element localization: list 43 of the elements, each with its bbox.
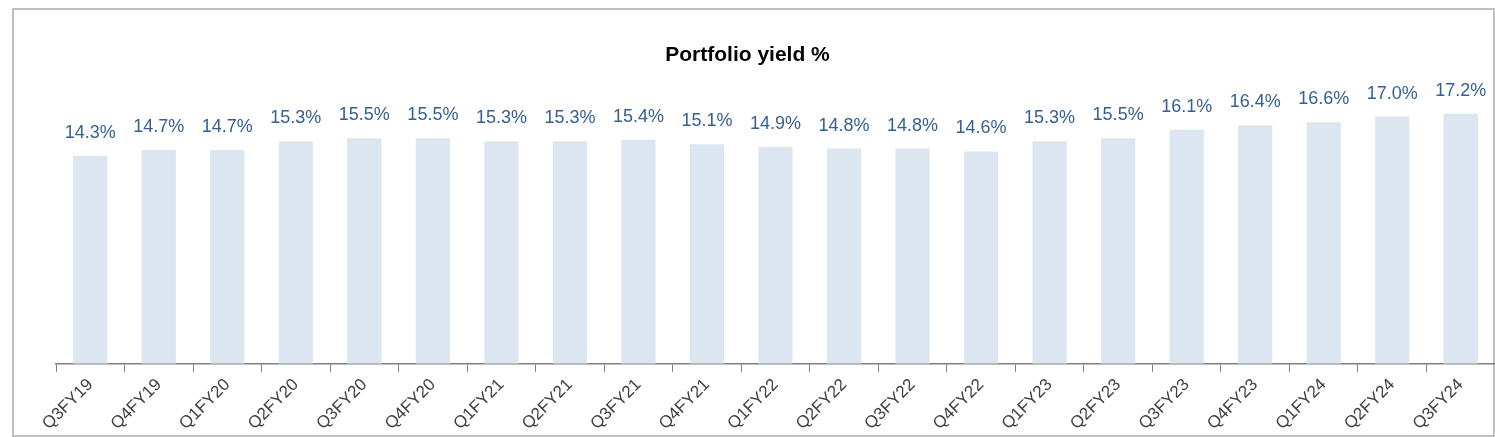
bar bbox=[826, 148, 862, 364]
data-label: 17.0% bbox=[1366, 82, 1418, 103]
bar bbox=[1306, 122, 1341, 364]
bar bbox=[73, 155, 108, 364]
bar bbox=[141, 150, 176, 364]
data-label: 14.8% bbox=[887, 114, 939, 135]
bar bbox=[210, 150, 245, 364]
bar bbox=[621, 139, 656, 364]
bar bbox=[1238, 125, 1273, 364]
bar bbox=[1375, 116, 1410, 364]
data-label: 15.5% bbox=[338, 104, 390, 125]
data-label: 17.2% bbox=[1435, 79, 1487, 100]
data-label: 16.4% bbox=[1229, 91, 1281, 112]
bar bbox=[1100, 138, 1136, 364]
data-label: 14.9% bbox=[749, 113, 802, 134]
bar bbox=[963, 151, 999, 364]
bar bbox=[484, 141, 519, 364]
data-label: 15.4% bbox=[612, 105, 664, 126]
bar bbox=[1443, 113, 1478, 364]
data-label: 15.1% bbox=[681, 110, 733, 131]
bar bbox=[278, 141, 313, 364]
bar bbox=[415, 138, 451, 364]
data-label: 16.1% bbox=[1161, 95, 1213, 116]
data-label: 14.7% bbox=[133, 115, 185, 136]
data-label: 14.6% bbox=[955, 117, 1007, 138]
data-label: 15.5% bbox=[1092, 104, 1144, 125]
bar bbox=[552, 141, 588, 364]
bar bbox=[758, 147, 793, 364]
bar bbox=[1169, 129, 1204, 364]
data-label: 16.6% bbox=[1298, 88, 1350, 109]
data-label: 15.3% bbox=[1024, 107, 1076, 128]
data-label: 15.3% bbox=[475, 107, 527, 128]
chart-title: Portfolio yield % bbox=[664, 42, 831, 66]
bar bbox=[689, 144, 725, 364]
data-label: 14.3% bbox=[64, 121, 116, 142]
bar bbox=[1032, 141, 1067, 364]
bar bbox=[895, 148, 930, 364]
data-label: 14.8% bbox=[818, 114, 870, 135]
data-label: 15.3% bbox=[270, 107, 322, 128]
data-label: 15.5% bbox=[407, 104, 459, 125]
bar bbox=[347, 138, 382, 364]
data-label: 15.3% bbox=[544, 107, 596, 128]
data-label: 14.7% bbox=[201, 115, 253, 136]
